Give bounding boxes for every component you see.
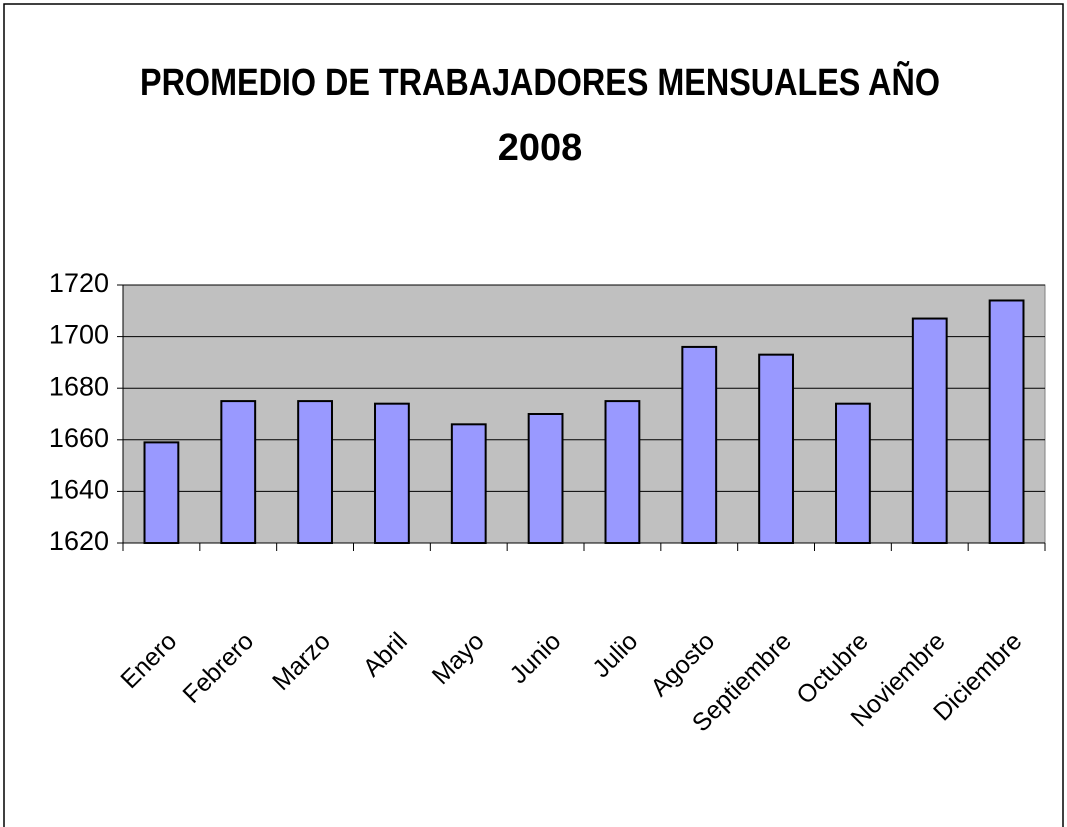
bar (527, 413, 564, 544)
plot-area (122, 284, 1046, 544)
bar (604, 400, 641, 544)
y-tick-label: 1680 (49, 371, 109, 401)
x-tick-label: Julio (587, 627, 643, 683)
x-tick-label: Febrero (177, 627, 259, 709)
bar (758, 353, 794, 544)
y-tick-label: 1620 (49, 526, 109, 556)
y-tick-label: 1660 (49, 423, 109, 453)
bar (988, 299, 1025, 545)
bar (835, 402, 871, 544)
y-tick-label: 1640 (49, 475, 109, 505)
x-tick-label: Marzo (267, 627, 336, 696)
bar (297, 400, 333, 544)
bar (450, 423, 487, 545)
x-tick-label: Abril (358, 627, 413, 682)
x-tick-label: Mayo (427, 627, 490, 690)
chart-title-line: 2008 (498, 127, 583, 169)
x-tick-label: Junio (504, 627, 566, 689)
y-tick-label: 1700 (49, 320, 109, 350)
chart-title: PROMEDIO DE TRABAJADORES MENSUALES AÑO (140, 60, 940, 104)
x-tick-label: Enero (115, 627, 182, 694)
bar (681, 345, 718, 545)
y-tick-label: 1720 (49, 268, 109, 298)
chart-border (3, 3, 1064, 827)
x-tick-label: Agosto (645, 627, 720, 702)
bar (911, 317, 948, 545)
bar (220, 400, 257, 544)
bar (374, 402, 410, 544)
bar (143, 441, 180, 545)
